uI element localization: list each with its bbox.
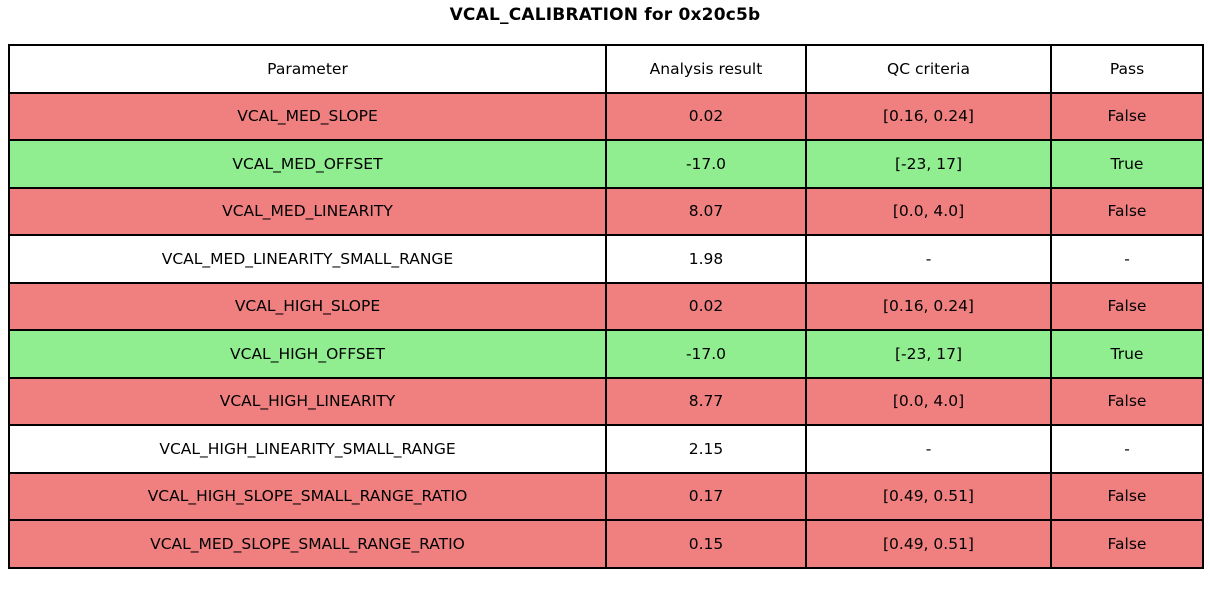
cell-criteria: [-23, 17] — [805, 139, 1052, 189]
cell-parameter: VCAL_MED_SLOPE — [8, 91, 607, 141]
column-header-qc-criteria: QC criteria — [805, 44, 1052, 94]
table-row: VCAL_MED_SLOPE 0.02 [0.16, 0.24] False — [8, 91, 1204, 141]
cell-pass: False — [1050, 471, 1204, 521]
column-header-analysis-result: Analysis result — [605, 44, 807, 94]
cell-result: 8.77 — [605, 376, 807, 426]
cell-pass: False — [1050, 519, 1204, 569]
column-header-parameter: Parameter — [8, 44, 607, 94]
table-row: VCAL_MED_LINEARITY 8.07 [0.0, 4.0] False — [8, 186, 1204, 236]
cell-result: -17.0 — [605, 139, 807, 189]
column-header-pass: Pass — [1050, 44, 1204, 94]
cell-parameter: VCAL_MED_LINEARITY — [8, 186, 607, 236]
cell-criteria: [-23, 17] — [805, 329, 1052, 379]
table-row: VCAL_HIGH_SLOPE 0.02 [0.16, 0.24] False — [8, 281, 1204, 331]
cell-pass: - — [1050, 424, 1204, 474]
cell-parameter: VCAL_MED_SLOPE_SMALL_RANGE_RATIO — [8, 519, 607, 569]
cell-pass: False — [1050, 186, 1204, 236]
cell-result: 0.02 — [605, 281, 807, 331]
cell-parameter: VCAL_HIGH_OFFSET — [8, 329, 607, 379]
chart-title: VCAL_CALIBRATION for 0x20c5b — [449, 5, 761, 25]
table-row: VCAL_MED_LINEARITY_SMALL_RANGE 1.98 - - — [8, 234, 1204, 284]
qc-results-table: Parameter Analysis result QC criteria Pa… — [8, 44, 1204, 569]
table-row: VCAL_HIGH_SLOPE_SMALL_RANGE_RATIO 0.17 [… — [8, 471, 1204, 521]
cell-result: 8.07 — [605, 186, 807, 236]
table-row: VCAL_HIGH_LINEARITY 8.77 [0.0, 4.0] Fals… — [8, 376, 1204, 426]
table-row: VCAL_MED_SLOPE_SMALL_RANGE_RATIO 0.15 [0… — [8, 519, 1204, 569]
cell-criteria: - — [805, 234, 1052, 284]
cell-pass: False — [1050, 376, 1204, 426]
cell-criteria: [0.0, 4.0] — [805, 186, 1052, 236]
cell-parameter: VCAL_MED_OFFSET — [8, 139, 607, 189]
cell-pass: True — [1050, 139, 1204, 189]
cell-pass: - — [1050, 234, 1204, 284]
cell-criteria: [0.49, 0.51] — [805, 519, 1052, 569]
cell-pass: False — [1050, 91, 1204, 141]
cell-pass: False — [1050, 281, 1204, 331]
header-row: Parameter Analysis result QC criteria Pa… — [8, 44, 1204, 94]
cell-criteria: [0.0, 4.0] — [805, 376, 1052, 426]
cell-pass: True — [1050, 329, 1204, 379]
cell-criteria: [0.49, 0.51] — [805, 471, 1052, 521]
cell-result: 2.15 — [605, 424, 807, 474]
cell-result: 0.17 — [605, 471, 807, 521]
cell-result: 0.02 — [605, 91, 807, 141]
cell-result: -17.0 — [605, 329, 807, 379]
cell-parameter: VCAL_HIGH_SLOPE — [8, 281, 607, 331]
cell-parameter: VCAL_HIGH_LINEARITY_SMALL_RANGE — [8, 424, 607, 474]
table-row: VCAL_MED_OFFSET -17.0 [-23, 17] True — [8, 139, 1204, 189]
cell-parameter: VCAL_MED_LINEARITY_SMALL_RANGE — [8, 234, 607, 284]
cell-result: 1.98 — [605, 234, 807, 284]
cell-result: 0.15 — [605, 519, 807, 569]
cell-parameter: VCAL_HIGH_SLOPE_SMALL_RANGE_RATIO — [8, 471, 607, 521]
cell-criteria: [0.16, 0.24] — [805, 91, 1052, 141]
table-row: VCAL_HIGH_OFFSET -17.0 [-23, 17] True — [8, 329, 1204, 379]
cell-parameter: VCAL_HIGH_LINEARITY — [8, 376, 607, 426]
cell-criteria: - — [805, 424, 1052, 474]
cell-criteria: [0.16, 0.24] — [805, 281, 1052, 331]
table-row: VCAL_HIGH_LINEARITY_SMALL_RANGE 2.15 - - — [8, 424, 1204, 474]
